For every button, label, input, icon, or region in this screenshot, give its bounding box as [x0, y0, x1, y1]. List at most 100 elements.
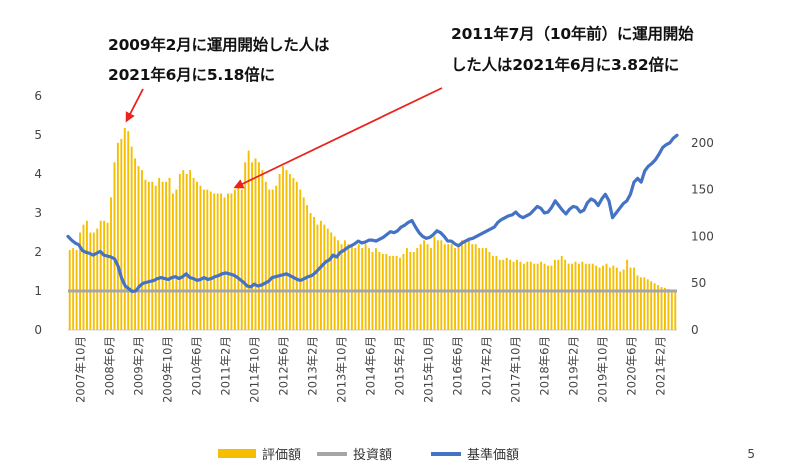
valuation-bar: [192, 177, 195, 330]
valuation-bar: [340, 244, 343, 330]
valuation-bar: [134, 158, 137, 330]
valuation-bar: [636, 275, 639, 330]
x-tick-label: 2015年2月: [393, 336, 407, 396]
valuation-bar: [598, 267, 601, 330]
valuation-bar: [495, 255, 498, 330]
valuation-bar: [471, 244, 474, 330]
valuation-bar: [622, 269, 625, 330]
valuation-bar: [608, 267, 611, 330]
valuation-bar: [254, 158, 257, 330]
legend-swatch-blue-line: [431, 451, 461, 456]
chart-legend: 評価額 投資額 基準価額: [0, 444, 789, 466]
valuation-bar: [450, 244, 453, 330]
valuation-bar: [347, 244, 350, 330]
valuation-bar: [209, 191, 212, 330]
valuation-bar: [447, 244, 450, 330]
valuation-bar: [330, 232, 333, 330]
x-tick-label: 2014年6月: [364, 336, 378, 396]
valuation-bar: [512, 261, 515, 330]
valuation-bar: [151, 181, 154, 330]
base-price-line: [66, 133, 679, 294]
valuation-bar: [419, 244, 422, 330]
valuation-bar: [147, 181, 150, 330]
x-tick-label: 2011年2月: [219, 336, 233, 396]
valuation-bar: [443, 244, 446, 330]
valuation-bar: [323, 224, 326, 330]
valuation-bar: [99, 220, 102, 330]
valuation-bar: [388, 255, 391, 330]
valuation-bar: [650, 281, 653, 330]
valuation-bar: [288, 174, 291, 330]
x-tick-label: 2013年2月: [306, 336, 320, 396]
legend-label: 評価額: [262, 448, 302, 463]
y-right-tick-label: 0: [691, 323, 699, 337]
legend-swatch-bar: [218, 449, 256, 458]
valuation-bar: [275, 185, 278, 330]
valuation-bar: [264, 181, 267, 330]
x-tick-label: 2021年2月: [654, 336, 668, 396]
valuation-bar: [536, 263, 539, 330]
valuation-bar: [206, 189, 209, 330]
annotation-2011-line2: した人は2021年6月に3.82倍に: [451, 56, 680, 74]
valuation-bar: [161, 181, 164, 330]
valuation-bar: [574, 261, 577, 330]
valuation-bar: [571, 263, 573, 330]
y-left-tick-label: 5: [34, 128, 42, 142]
valuation-bar: [113, 162, 116, 330]
valuation-bar: [271, 189, 274, 330]
valuation-bar: [123, 127, 126, 330]
valuation-bar: [464, 240, 467, 330]
valuation-bar: [540, 261, 543, 330]
valuation-bar: [502, 259, 505, 330]
valuation-bar: [605, 263, 608, 330]
legend-label: 投資額: [353, 448, 393, 463]
page-number: 5: [747, 447, 755, 461]
valuation-bar: [282, 166, 284, 330]
valuation-bar: [79, 232, 81, 330]
valuation-bar: [374, 248, 377, 330]
x-tick-label: 2011年10月: [248, 336, 262, 403]
valuation-bar: [295, 181, 298, 330]
y-left-tick-label: 3: [34, 206, 42, 220]
valuation-bar: [82, 224, 85, 330]
valuation-bar: [674, 291, 677, 330]
valuation-bar: [436, 240, 439, 330]
valuation-bar: [557, 259, 560, 330]
valuation-bar: [326, 228, 329, 330]
valuation-bar: [588, 263, 591, 330]
valuation-bar: [158, 177, 161, 330]
valuation-bar: [278, 174, 281, 330]
x-tick-label: 2016年6月: [451, 336, 465, 396]
valuation-bar: [213, 193, 216, 330]
valuation-bar: [481, 248, 484, 330]
valuation-bar: [137, 166, 140, 330]
valuation-bar: [106, 222, 109, 330]
valuation-bar: [368, 248, 370, 330]
x-tick-label: 2017年10月: [509, 336, 523, 403]
valuation-bar: [309, 213, 312, 330]
valuation-bar: [547, 265, 549, 330]
valuation-bar: [505, 257, 508, 330]
y-right-tick-label: 50: [691, 276, 706, 290]
x-tick-label: 2020年6月: [625, 336, 639, 396]
valuation-bar: [227, 193, 229, 330]
valuation-bar: [85, 220, 88, 330]
valuation-bar: [185, 174, 188, 330]
x-tick-label: 2008年6月: [103, 336, 117, 396]
valuation-bar: [127, 131, 130, 330]
valuation-bar: [426, 244, 429, 330]
valuation-bar: [461, 240, 463, 330]
y-right-tick-label: 100: [691, 229, 714, 243]
valuation-bar: [130, 146, 133, 330]
valuation-bar: [292, 177, 295, 330]
valuation-bar: [595, 265, 598, 330]
x-tick-label: 2017年2月: [480, 336, 494, 396]
valuation-bar: [491, 255, 494, 330]
valuation-bar: [154, 185, 157, 330]
valuation-bar: [141, 170, 143, 330]
valuation-bar: [454, 248, 457, 330]
x-tick-label: 2018年6月: [538, 336, 552, 396]
x-tick-label: 2009年2月: [132, 336, 146, 396]
valuation-bar: [319, 220, 322, 330]
